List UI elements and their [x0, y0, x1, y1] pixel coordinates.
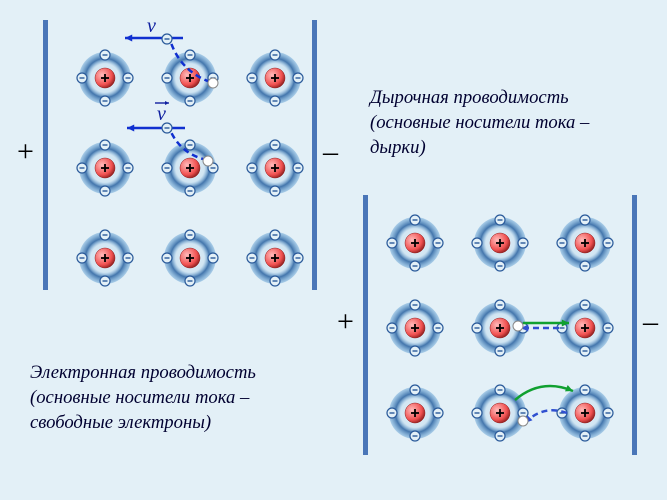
- atom: [387, 215, 443, 271]
- atom: [162, 140, 218, 196]
- atom: [557, 215, 613, 271]
- motion-arrow: [127, 125, 185, 132]
- positive-plate: [363, 195, 368, 455]
- atom: [162, 230, 218, 286]
- atom: [557, 300, 613, 356]
- caption-line: Электронная проводимость: [30, 362, 256, 383]
- hole: [513, 321, 523, 331]
- negative-plate: [312, 20, 317, 290]
- atom: [472, 215, 528, 271]
- motion-arrow: [523, 320, 569, 327]
- negative-plate: [632, 195, 637, 455]
- hole: [203, 156, 213, 166]
- atom: [387, 300, 443, 356]
- hole-conduction-diagram: + – vv: [35, 20, 325, 290]
- minus-sign: –: [643, 305, 658, 339]
- atom: [247, 140, 303, 196]
- hole-conduction-caption: Дырочная проводимость (основные носители …: [370, 85, 589, 161]
- lattice-svg: [355, 195, 645, 455]
- caption-line: Дырочная проводимость: [370, 87, 569, 108]
- plus-sign: +: [17, 135, 34, 169]
- atom: [162, 50, 218, 106]
- atom: [387, 385, 443, 441]
- atom: [247, 50, 303, 106]
- caption-line: свободные электроны): [30, 412, 211, 433]
- velocity-label: v: [147, 20, 156, 37]
- caption-line: (основные носители тока –: [30, 387, 249, 408]
- caption-line: дырки): [370, 137, 426, 158]
- plus-sign: +: [337, 305, 354, 339]
- electron-conduction-diagram: + –: [355, 195, 645, 455]
- hole: [208, 78, 218, 88]
- velocity-label: v: [157, 103, 166, 125]
- positive-plate: [43, 20, 48, 290]
- atom: [77, 140, 133, 196]
- atom: [472, 385, 528, 441]
- atom: [247, 230, 303, 286]
- electron-conduction-caption: Электронная проводимость (основные носите…: [30, 360, 256, 436]
- atom: [77, 230, 133, 286]
- atom: [77, 50, 133, 106]
- minus-sign: –: [323, 135, 338, 169]
- hole: [518, 416, 528, 426]
- motion-arrow: [521, 325, 559, 332]
- caption-line: (основные носители тока –: [370, 112, 589, 133]
- lattice-svg: vv: [35, 20, 325, 290]
